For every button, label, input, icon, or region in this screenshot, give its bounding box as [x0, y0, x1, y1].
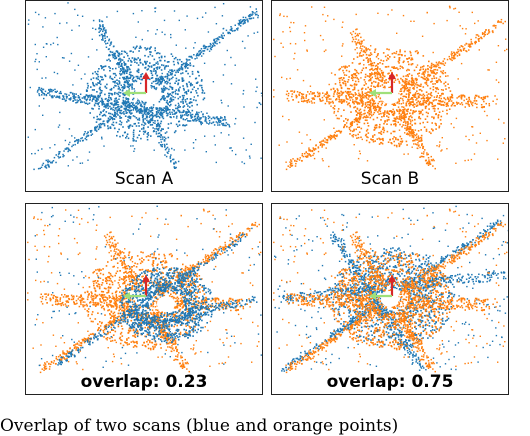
panel-scan-b: Scan B: [271, 0, 509, 192]
point-cloud: [27, 209, 261, 374]
panel-overlap-high: overlap: 0.75: [271, 203, 509, 395]
panel-overlap-low: overlap: 0.23: [25, 203, 263, 395]
panel-caption: overlap: 0.23: [26, 372, 262, 392]
scan-a-plot: [26, 1, 263, 192]
panel-caption: overlap: 0.75: [272, 372, 508, 392]
overlap-low-plot: [26, 204, 263, 395]
figure-caption: Overlap of two scans (blue and orange po…: [0, 416, 530, 436]
panel-caption: Scan B: [272, 169, 508, 189]
point-cloud: [273, 6, 507, 171]
point-cloud: [273, 209, 507, 374]
point-cloud: [35, 206, 262, 368]
overlap-high-plot: [272, 204, 509, 395]
panel-caption: Scan A: [26, 169, 262, 189]
panel-scan-a: Scan A: [25, 0, 263, 192]
scan-b-plot: [272, 1, 509, 192]
